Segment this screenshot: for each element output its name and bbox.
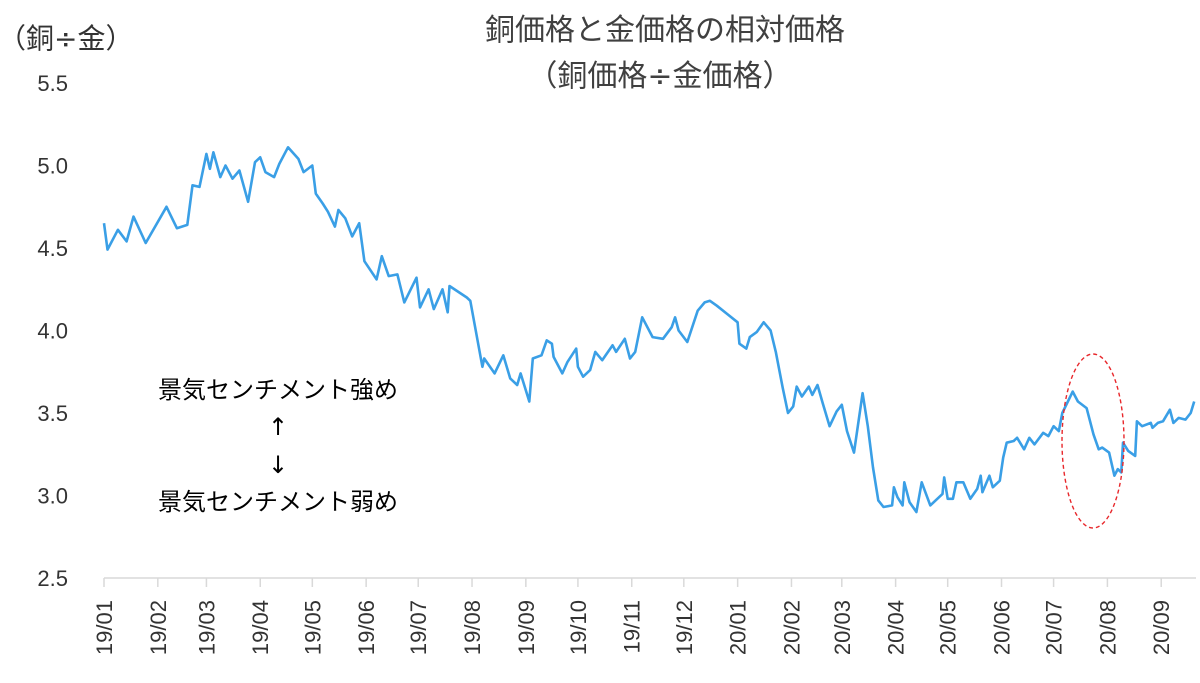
series-line [102, 146, 1196, 514]
y-axis: 2.5 3.0 3.5 4.0 4.5 5.0 5.5 [37, 71, 68, 591]
x-tick-label: 20/02 [779, 600, 804, 655]
x-tick-label: 19/01 [92, 600, 117, 655]
x-tick-label: 20/03 [830, 600, 855, 655]
x-tick-label: 20/01 [726, 600, 751, 655]
x-tick-label: 19/12 [672, 600, 697, 655]
x-tick-label: 20/07 [1042, 600, 1067, 655]
x-axis: 19/01 19/02 19/03 19/04 19/05 19/06 19/07 19/08… [92, 577, 1196, 655]
arrow-down-icon: ↓ [268, 451, 288, 479]
x-tick-label: 19/10 [566, 600, 591, 655]
y-tick-label: 4.0 [37, 319, 68, 344]
chart-title: 銅価格と金価格の相対価格 [485, 13, 845, 48]
x-tick-label: 19/07 [406, 600, 431, 655]
arrow-up-icon: ↑ [268, 413, 288, 441]
annotation-weak-sentiment: 景気センチメント弱め [158, 488, 398, 516]
x-tick-label: 19/09 [514, 600, 539, 655]
x-tick-label: 19/03 [194, 600, 219, 655]
y-tick-label: 2.5 [37, 566, 68, 591]
y-axis-unit-label: （銅÷金） [0, 22, 133, 55]
y-tick-label: 4.5 [37, 236, 68, 261]
x-tick-label: 19/11 [620, 600, 645, 653]
y-tick-label: 3.0 [37, 484, 68, 509]
x-tick-label: 19/06 [354, 600, 379, 655]
annotation-strong-sentiment: 景気センチメント強め [158, 376, 398, 404]
x-tick-label: 20/05 [936, 600, 961, 655]
x-tick-label: 19/04 [248, 600, 273, 655]
highlight-ellipse [1061, 353, 1125, 529]
y-tick-label: 5.5 [37, 71, 68, 96]
x-tick-label: 20/04 [884, 600, 909, 655]
x-tick-label: 19/05 [300, 600, 325, 655]
x-tick-label: 19/08 [460, 600, 485, 655]
x-tick-label: 20/09 [1149, 600, 1174, 655]
chart-subtitle: （銅価格÷金価格） [527, 59, 792, 94]
x-tick-label: 20/06 [990, 600, 1015, 655]
y-tick-label: 5.0 [37, 154, 68, 179]
y-tick-label: 3.5 [37, 401, 68, 426]
x-tick-label: 19/02 [146, 600, 171, 655]
x-tick-label: 20/08 [1095, 600, 1120, 655]
